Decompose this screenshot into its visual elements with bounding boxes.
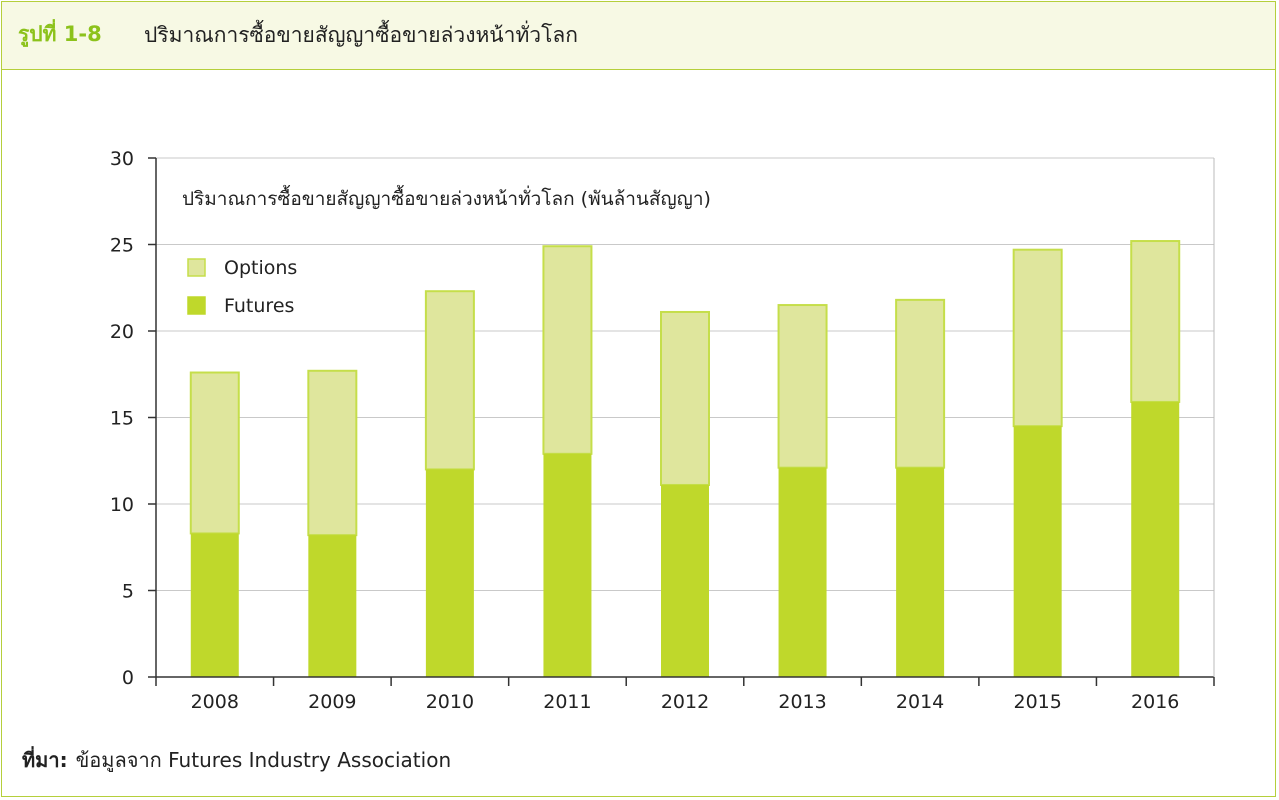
y-tick-label: 30 xyxy=(110,148,134,170)
bar-futures-2010 xyxy=(425,469,474,677)
x-tick-label: 2010 xyxy=(426,691,474,713)
bar-options-2016 xyxy=(1130,240,1181,403)
x-tick-label: 2012 xyxy=(661,691,709,713)
legend-swatch-options xyxy=(187,258,206,277)
y-tick-label: 20 xyxy=(110,321,134,343)
y-tick-label: 5 xyxy=(122,581,134,603)
source-label: ที่มา: xyxy=(22,748,68,772)
legend-label-futures: Futures xyxy=(224,295,294,317)
figure-label: รูปที่ 1-8 xyxy=(18,22,102,46)
bar-futures-2016 xyxy=(1131,401,1180,677)
y-tick-label: 10 xyxy=(110,494,134,516)
figure-title: ปริมาณการซื้อขายสัญญาซื้อขายล่วงหน้าทั่ว… xyxy=(144,23,578,47)
bar-options-2013 xyxy=(777,304,828,469)
bar-futures-2015 xyxy=(1013,426,1062,677)
bar-futures-2014 xyxy=(896,467,945,677)
y-tick-label: 15 xyxy=(110,408,134,430)
chart-title: ปริมาณการซื้อขายสัญญาซื้อขายล่วงหน้าทั่ว… xyxy=(182,185,711,210)
source-note: ที่มา: ข้อมูลจาก Futures Industry Associa… xyxy=(22,744,451,776)
axes-group: 0 5 10 15 20 25 30 2008 2009 2010 2011 2012 2013 2014… xyxy=(110,148,1215,713)
bar-options-2012 xyxy=(660,310,710,486)
legend-label-options: Options xyxy=(224,257,297,279)
bar-options-2008 xyxy=(189,371,240,535)
bar-futures-2008 xyxy=(190,533,239,677)
bar-options-2014 xyxy=(895,298,946,469)
x-tick-label: 2013 xyxy=(778,691,826,713)
bar-futures-2009 xyxy=(308,535,357,677)
legend: Options Futures xyxy=(187,257,297,317)
x-tick-label: 2016 xyxy=(1131,691,1179,713)
bar-futures-2012 xyxy=(661,484,709,677)
bar-options-2010 xyxy=(424,290,475,471)
bar-options-2015 xyxy=(1012,248,1063,428)
x-tick-label: 2015 xyxy=(1013,691,1061,713)
figure-header: รูปที่ 1-8 ปริมาณการซื้อขายสัญญาซื้อขายล… xyxy=(2,2,1275,70)
x-tick-label: 2014 xyxy=(896,691,944,713)
bar-options-2009 xyxy=(307,369,358,537)
bar-options-2011 xyxy=(542,245,593,455)
legend-swatch-futures xyxy=(187,296,206,315)
x-tick-label: 2009 xyxy=(308,691,356,713)
x-tick-label: 2011 xyxy=(543,691,591,713)
source-text: ข้อมูลจาก Futures Industry Association xyxy=(75,748,452,772)
y-tick-label: 25 xyxy=(110,235,134,257)
y-tick-label: 0 xyxy=(122,667,134,689)
bar-futures-2013 xyxy=(778,467,827,677)
bar-futures-2011 xyxy=(543,453,592,677)
x-tick-label: 2008 xyxy=(191,691,239,713)
bars-group xyxy=(189,240,1181,677)
